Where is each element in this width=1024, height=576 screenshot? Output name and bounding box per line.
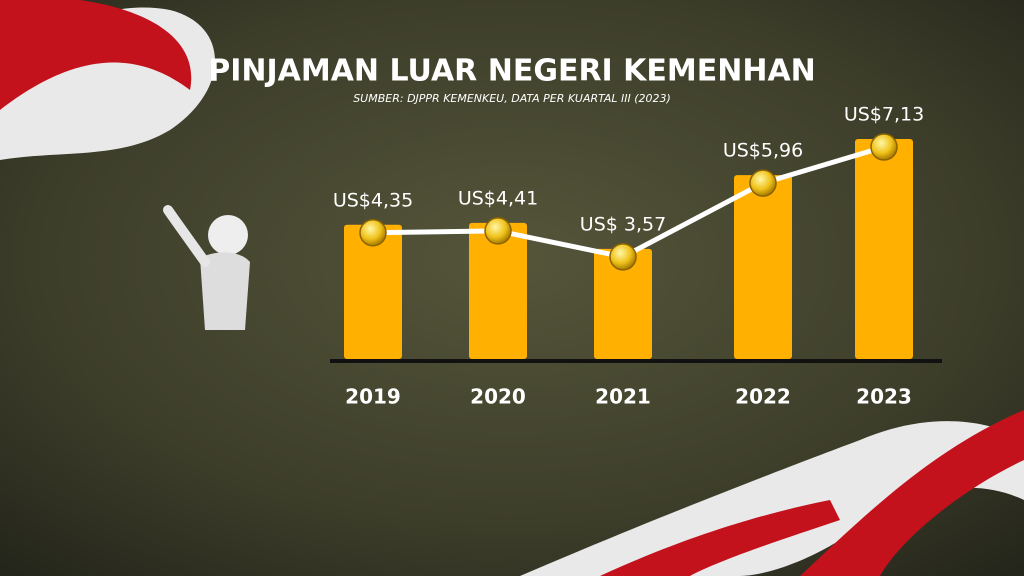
value-label: US$5,96	[723, 140, 803, 162]
coin	[749, 169, 777, 197]
plot: 2019 US$4,35 2020 US$4,41 2021 US$ 3,57 2022 US…	[333, 104, 924, 409]
chart-subtitle: SUMBER: DJPPR KEMENKEU, DATA PER KUARTAL…	[353, 92, 671, 105]
x-tick-label: 2020	[470, 385, 526, 409]
value-label: US$4,35	[333, 189, 413, 211]
chart-title: PINJAMAN LUAR NEGERI KEMENHAN	[208, 54, 816, 89]
figure-body	[200, 252, 250, 330]
coin	[609, 243, 637, 271]
ribbon-red	[600, 500, 840, 576]
x-tick-label: 2023	[856, 385, 912, 409]
ribbon-red	[0, 0, 192, 110]
ribbon-red	[800, 410, 1024, 576]
figure-head	[208, 215, 248, 255]
bar	[855, 139, 913, 359]
bar	[344, 224, 402, 359]
bar	[469, 222, 527, 359]
x-tick-label: 2022	[735, 385, 791, 409]
bar	[594, 248, 652, 359]
coin	[484, 217, 512, 245]
figure-arm	[163, 205, 210, 267]
coin	[870, 133, 898, 161]
bar	[734, 175, 792, 359]
value-label: US$4,41	[458, 187, 538, 209]
coin	[359, 219, 387, 247]
value-label: US$ 3,57	[580, 213, 666, 235]
value-label: US$7,13	[844, 104, 924, 126]
x-tick-label: 2019	[345, 385, 401, 409]
x-tick-label: 2021	[595, 385, 651, 409]
ribbon-white	[520, 421, 1024, 576]
